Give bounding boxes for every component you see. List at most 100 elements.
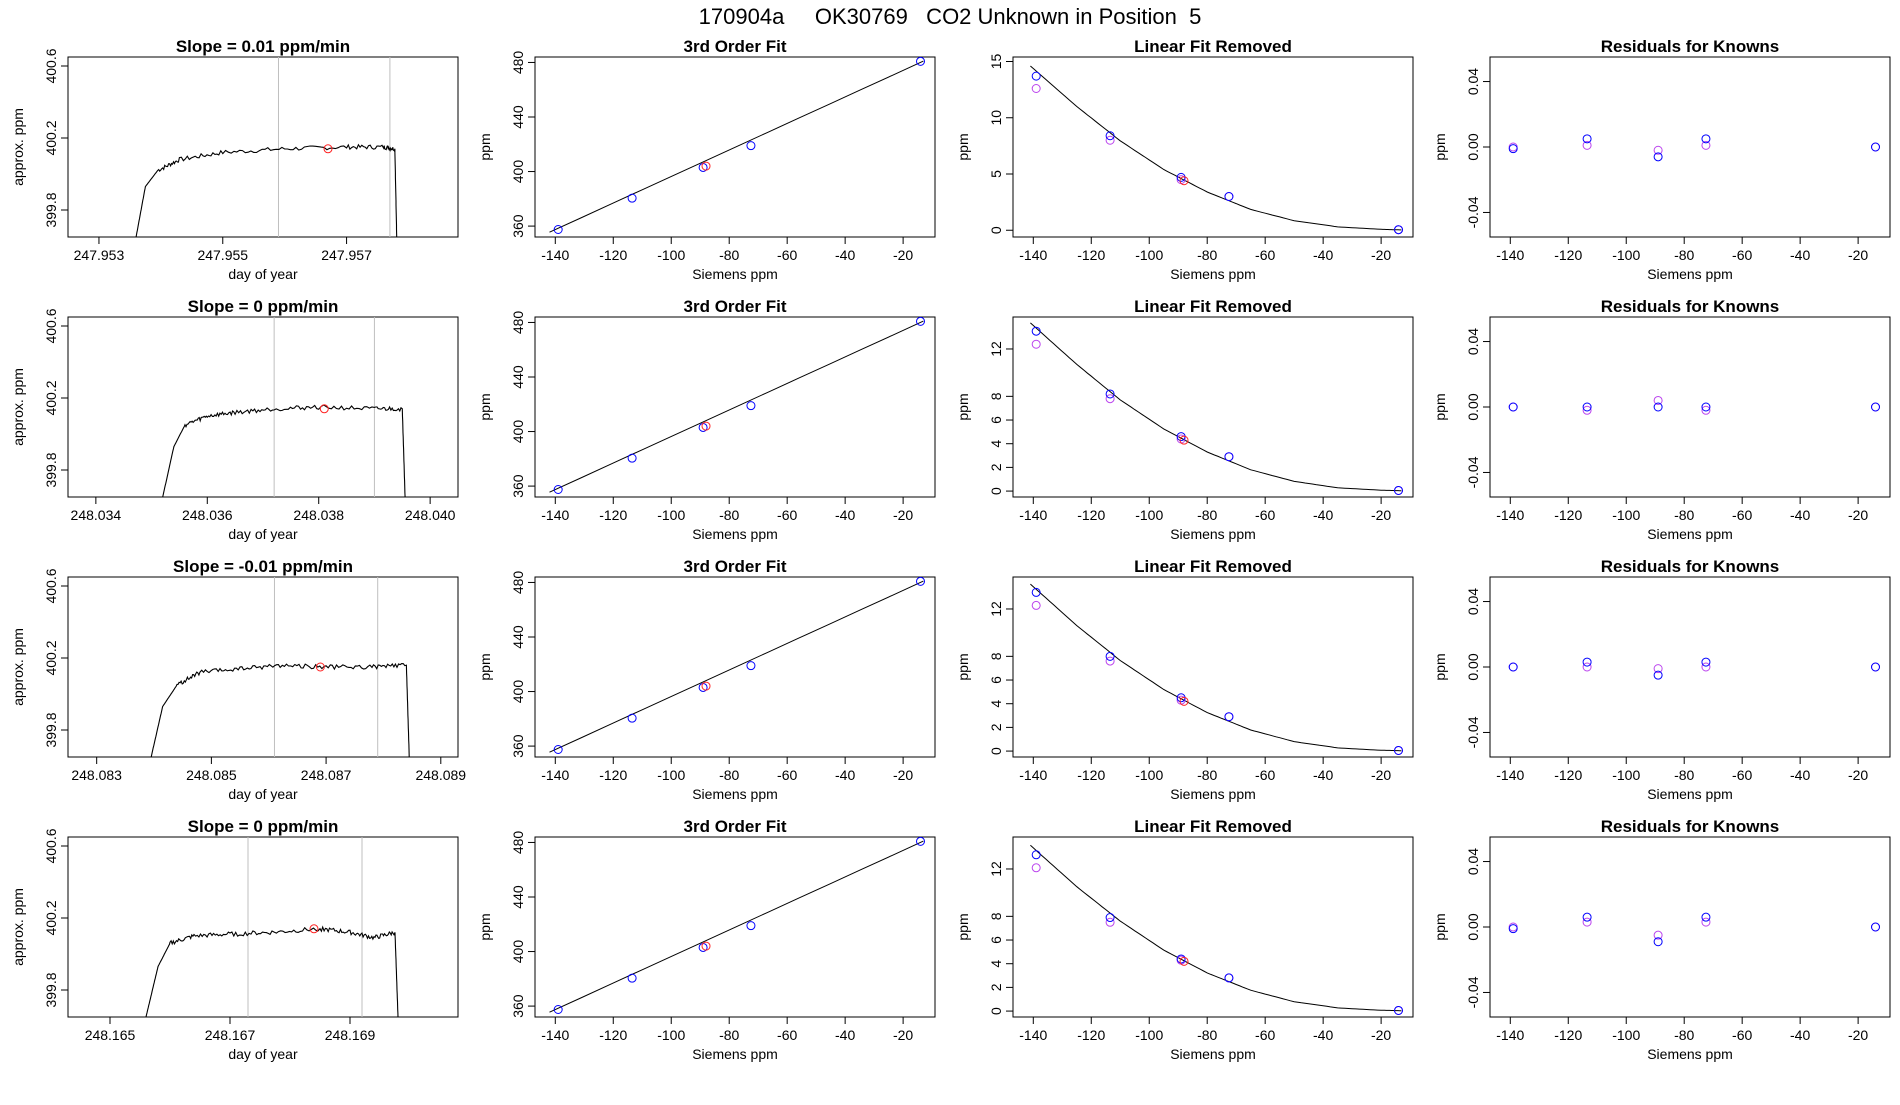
y-tick-label: 8: [988, 392, 1004, 400]
panel-title: Slope = 0 ppm/min: [188, 817, 339, 836]
y-tick-label: 4: [988, 700, 1004, 708]
x-tick-label: -80: [719, 767, 739, 783]
known-point-alt: [1653, 664, 1663, 674]
known-point: [627, 193, 637, 203]
known-point: [1224, 452, 1234, 462]
y-tick-label: 440: [510, 365, 526, 389]
x-tick-label: 247.953: [74, 247, 125, 263]
x-tick-label: -20: [893, 767, 913, 783]
plot-frame: [67, 836, 459, 1018]
plot-area: [549, 57, 926, 234]
known-point-alt: [1031, 600, 1041, 610]
x-tick-label: -100: [657, 507, 685, 523]
panel-r1c1: Slope = 0.01 ppm/min 247.953 247.955 247.95…: [10, 37, 459, 282]
x-tick-label: 247.957: [321, 247, 372, 263]
known-point: [1105, 131, 1115, 141]
x-axis-label: Siemens ppm: [692, 266, 778, 282]
x-tick-label: 247.955: [197, 247, 248, 263]
unknown-point: [701, 161, 711, 171]
x-tick-label: -100: [1612, 247, 1640, 263]
x-tick-label: -20: [1848, 1027, 1868, 1043]
known-point-alt: [1582, 405, 1592, 415]
x-tick-label: -60: [1732, 767, 1752, 783]
fit-curve: [1030, 65, 1402, 231]
x-tick-label: -20: [1848, 507, 1868, 523]
y-tick-label: 0.04: [1465, 848, 1481, 875]
x-axis-label: Siemens ppm: [692, 526, 778, 542]
x-tick-label: 248.040: [405, 507, 456, 523]
plot-frame: [534, 56, 936, 238]
plot-area: [1508, 657, 1881, 680]
known-point: [1031, 71, 1041, 81]
y-tick-label: 0.00: [1465, 913, 1481, 940]
y-tick-label: 0: [988, 1007, 1004, 1015]
x-tick-label: -60: [1255, 507, 1275, 523]
panel-title: Linear Fit Removed: [1134, 557, 1292, 576]
plot-area: [1030, 583, 1404, 755]
x-tick-label: -140: [541, 247, 569, 263]
x-tick-label: -20: [893, 1027, 913, 1043]
known-point: [1653, 937, 1663, 947]
y-axis-label: ppm: [477, 133, 493, 160]
y-tick-label: 6: [988, 416, 1004, 424]
y-tick-label: 0.00: [1465, 133, 1481, 160]
x-tick-label: -120: [1077, 767, 1105, 783]
plot-area: [549, 317, 926, 494]
y-tick-label: 399.8: [43, 452, 59, 487]
known-point: [1031, 587, 1041, 597]
x-tick-label: -20: [1371, 1027, 1391, 1043]
x-tick-label: -60: [777, 507, 797, 523]
x-tick-label: -120: [599, 507, 627, 523]
x-axis-label: Siemens ppm: [1170, 786, 1256, 802]
plot-area: [150, 577, 410, 757]
x-tick-label: -60: [777, 247, 797, 263]
y-tick-label: -0.04: [1465, 196, 1481, 228]
panel-title: Residuals for Knowns: [1601, 557, 1780, 576]
known-point: [1871, 142, 1881, 152]
x-tick-label: -40: [835, 1027, 855, 1043]
figure-title: 170904a OK30769 CO2 Unknown in Position …: [698, 4, 1202, 29]
known-point-alt: [1653, 145, 1663, 155]
panel-r1c2: 3rd Order Fit -140 -120 -100 -80 -60 -40 -20 360…: [477, 37, 936, 282]
y-tick-label: 12: [988, 341, 1004, 357]
known-point-alt: [1031, 84, 1041, 93]
x-axis-label: day of year: [228, 786, 298, 802]
y-tick-label: 0: [988, 747, 1004, 755]
y-tick-label: 360: [510, 214, 526, 238]
x-tick-label: -20: [1371, 767, 1391, 783]
mean-point: [315, 662, 325, 672]
x-tick-label: -40: [1313, 507, 1333, 523]
fit-curve: [1030, 583, 1402, 752]
x-tick-label: 248.085: [186, 767, 237, 783]
y-axis-label: approx. ppm: [10, 368, 26, 446]
x-tick-label: -40: [1790, 1027, 1810, 1043]
known-point: [553, 225, 563, 234]
plot-area: [162, 317, 406, 497]
unknown-point: [701, 421, 711, 431]
x-axis-label: Siemens ppm: [1170, 526, 1256, 542]
known-point-alt: [1105, 917, 1115, 927]
x-tick-label: -60: [1732, 1027, 1752, 1043]
y-tick-label: 0.04: [1465, 328, 1481, 355]
y-tick-label: 400: [510, 940, 526, 964]
known-point: [1871, 922, 1881, 932]
x-tick-label: -140: [1496, 1027, 1524, 1043]
known-point: [1394, 1005, 1404, 1015]
x-tick-label: -60: [777, 767, 797, 783]
unknown-point: [701, 941, 711, 951]
x-tick-label: -80: [1674, 507, 1694, 523]
x-axis-label: day of year: [228, 526, 298, 542]
y-tick-label: 2: [988, 983, 1004, 991]
y-tick-label: 399.8: [43, 972, 59, 1007]
panel-title: 3rd Order Fit: [684, 297, 787, 316]
y-tick-label: 480: [510, 311, 526, 335]
panel-r2c4: Residuals for Knowns -140 -120 -100 -80 -60 -4…: [1432, 297, 1891, 542]
x-tick-label: -80: [719, 507, 739, 523]
x-axis-label: day of year: [228, 266, 298, 282]
y-tick-label: 400.6: [43, 828, 59, 863]
panel-title: 3rd Order Fit: [684, 557, 787, 576]
plot-frame: [1489, 56, 1891, 238]
x-tick-label: -140: [1496, 507, 1524, 523]
fit-curve: [549, 60, 924, 233]
fit-curve: [1030, 322, 1402, 492]
